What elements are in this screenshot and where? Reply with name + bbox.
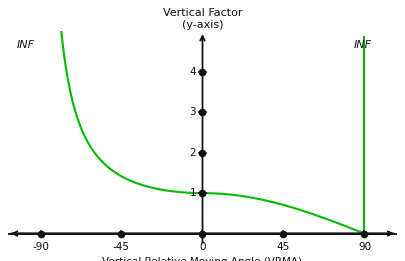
- Text: 4: 4: [190, 67, 196, 77]
- Text: 0: 0: [199, 242, 206, 252]
- Text: 3: 3: [190, 107, 196, 117]
- Text: INF: INF: [354, 40, 372, 50]
- Text: -90: -90: [32, 242, 49, 252]
- Text: Vertical Factor
(y-axis): Vertical Factor (y-axis): [163, 8, 242, 30]
- Text: 90: 90: [358, 242, 371, 252]
- Text: 1: 1: [190, 188, 196, 198]
- Text: INF: INF: [17, 40, 35, 50]
- Text: -45: -45: [113, 242, 130, 252]
- Text: Vertical Relative Moving Angle (VRMA): Vertical Relative Moving Angle (VRMA): [102, 257, 303, 261]
- Text: 45: 45: [277, 242, 290, 252]
- Text: 2: 2: [190, 148, 196, 158]
